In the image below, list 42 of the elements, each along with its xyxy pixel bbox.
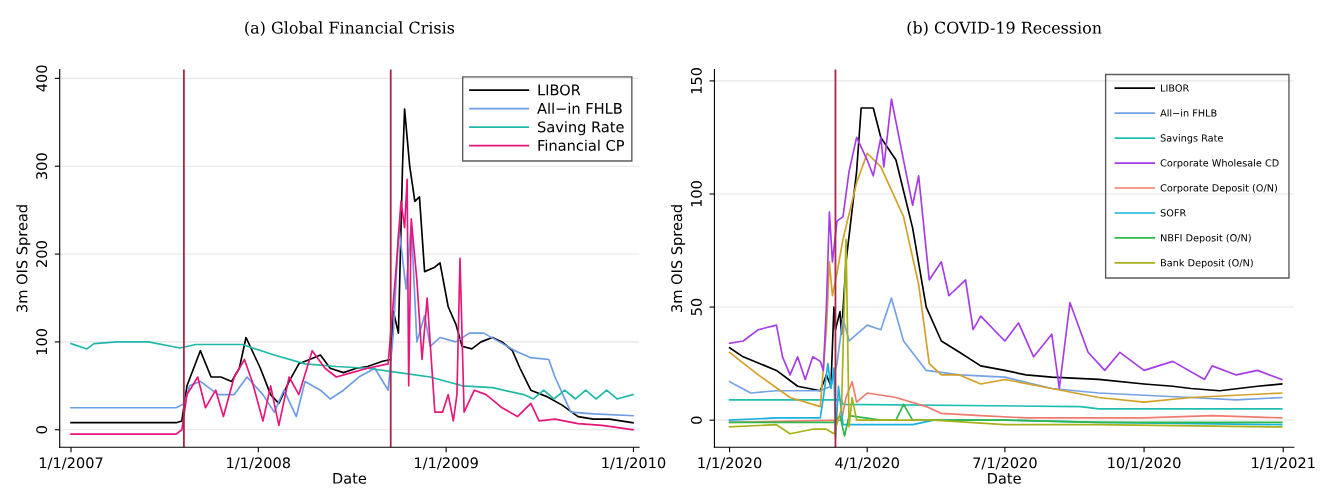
x-tick-label: 1/1/2008 [227, 457, 291, 470]
x-axis-title: Date [333, 472, 367, 484]
y-tick-label: 0 [690, 416, 702, 424]
legend-label: Savings Rate [1160, 134, 1223, 144]
x-tick-label: 1/1/2021 [1252, 457, 1315, 470]
x-tick-label: 1/1/2009 [415, 457, 478, 470]
legend-label: Bank Deposit (O/N) [1161, 258, 1253, 269]
line-series [70, 341, 634, 400]
chart-title: (a) Global Financial Crisis [245, 21, 455, 36]
legend-label: Corporate Deposit (O/N) [1160, 184, 1277, 194]
y-axis-title: 3m OIS Spread [16, 205, 31, 312]
y-tick-label: 200 [36, 241, 48, 267]
y-tick-label: 150 [690, 67, 702, 94]
line-series [728, 398, 1283, 410]
y-tick-label: 0 [36, 426, 48, 434]
x-tick-label: 1/1/2020 [698, 457, 762, 470]
legend-label: LIBOR [1161, 84, 1189, 92]
x-tick-label: 1/1/2010 [602, 457, 666, 470]
legend-label: SOFR [1160, 209, 1186, 217]
y-tick-label: 400 [36, 65, 48, 92]
legend-label: All−in FHLB [1160, 109, 1217, 117]
x-axis-title: Date [988, 472, 1021, 484]
y-tick-label: 300 [36, 153, 48, 180]
line-series [70, 178, 634, 435]
chart-title: (b) COVID-19 Recession [907, 21, 1102, 36]
y-tick-label: 50 [690, 298, 702, 316]
legend-label: LIBOR [538, 84, 581, 96]
x-tick-label: 1/1/2007 [39, 457, 103, 470]
y-tick-label: 100 [690, 181, 702, 207]
y-tick-label: 100 [36, 328, 48, 355]
legend-label: All−in FHLB [537, 102, 622, 114]
line-series [728, 152, 1283, 408]
legend-label: Saving Rate [538, 121, 624, 136]
line-series [728, 403, 1283, 437]
x-tick-label: 10/1/2020 [1108, 457, 1181, 470]
legend-label: Financial CP [538, 139, 625, 151]
y-axis-title: 3m OIS Spread [670, 205, 686, 312]
legend-label: Corporate Wholesale CD [1160, 159, 1279, 169]
line-series [728, 297, 1283, 401]
legend-label: NBFI Deposit (O/N) [1161, 233, 1251, 244]
x-tick-label: 4/1/2020 [835, 457, 899, 470]
x-tick-label: 7/1/2020 [973, 457, 1037, 470]
